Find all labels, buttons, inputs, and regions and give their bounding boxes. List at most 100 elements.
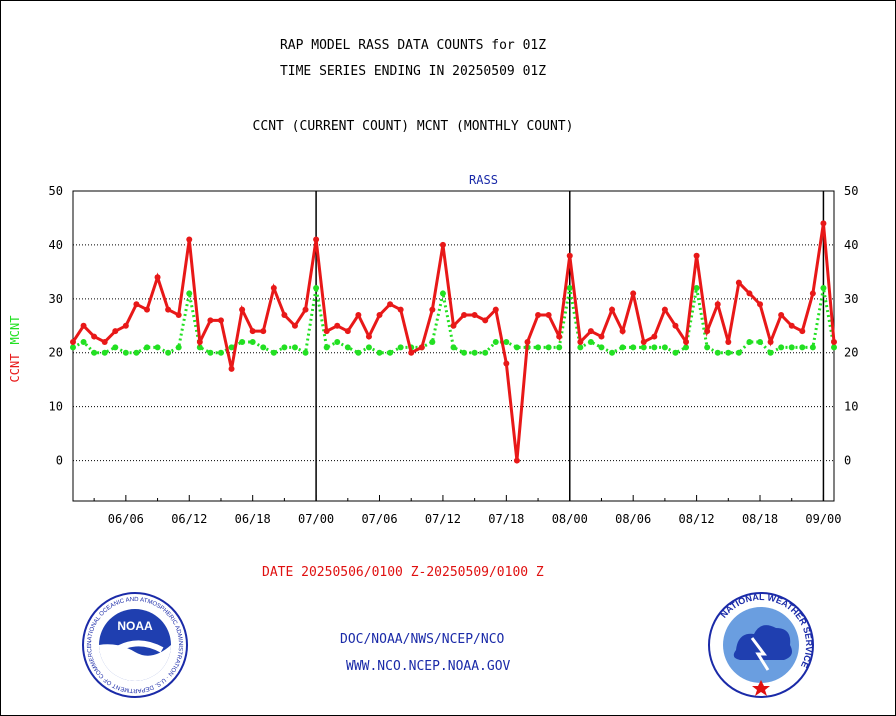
data-point-ccnt	[693, 252, 700, 259]
data-point-ccnt	[661, 306, 668, 313]
data-point-mcnt	[609, 349, 616, 356]
data-point-ccnt	[91, 333, 98, 340]
header-line-2: TIME SERIES ENDING IN 20250509 01Z	[279, 64, 547, 79]
data-point-ccnt	[524, 338, 531, 345]
data-point-mcnt	[313, 285, 320, 292]
data-point-mcnt	[598, 344, 605, 351]
data-point-ccnt	[70, 338, 76, 345]
data-point-mcnt	[587, 338, 594, 345]
data-point-mcnt	[503, 338, 510, 345]
nws-logo-icon: NATIONAL WEATHER SERVICE	[708, 592, 814, 698]
data-point-mcnt	[492, 338, 499, 345]
data-point-mcnt	[630, 344, 637, 351]
data-point-mcnt	[566, 285, 573, 292]
data-point-mcnt	[809, 344, 816, 351]
noaa-logo-icon: NOAA NATIONAL OCEANIC AND ATMOSPHERIC AD…	[82, 592, 188, 698]
y-tick-label-right: 20	[844, 346, 858, 360]
x-tick-label: 08/06	[615, 512, 651, 526]
data-point-ccnt	[788, 322, 795, 329]
data-point-ccnt	[175, 312, 182, 318]
data-point-ccnt	[799, 328, 806, 335]
data-point-ccnt	[757, 301, 764, 308]
data-point-ccnt	[207, 317, 214, 324]
data-point-mcnt	[725, 349, 732, 356]
footer-org: DOC/NOAA/NWS/NCEP/NCO	[340, 632, 505, 647]
data-point-mcnt	[260, 344, 267, 351]
data-point-mcnt	[217, 349, 224, 356]
data-point-ccnt	[101, 338, 108, 345]
y-tick-label-right: 0	[844, 454, 851, 468]
y-tick-label-left: 0	[56, 454, 63, 468]
data-point-ccnt	[313, 236, 320, 243]
data-point-mcnt	[619, 344, 626, 351]
data-point-ccnt	[704, 328, 711, 335]
data-point-ccnt	[196, 338, 203, 345]
data-point-mcnt	[778, 344, 785, 351]
data-point-mcnt	[651, 344, 658, 351]
data-point-ccnt	[228, 365, 235, 372]
data-point-mcnt	[196, 344, 203, 351]
data-point-ccnt	[492, 306, 499, 313]
data-point-mcnt	[207, 349, 214, 356]
data-point-mcnt	[450, 344, 457, 351]
data-point-ccnt	[165, 306, 172, 313]
data-point-mcnt	[80, 338, 87, 345]
data-point-ccnt	[397, 306, 404, 313]
data-point-ccnt	[640, 338, 647, 345]
data-point-ccnt	[133, 301, 140, 308]
y-tick-label-left: 30	[49, 292, 63, 306]
data-point-ccnt	[672, 322, 679, 329]
data-point-ccnt	[260, 328, 267, 335]
x-tick-label: 08/12	[679, 512, 715, 526]
data-point-ccnt	[545, 312, 552, 318]
data-point-ccnt	[503, 360, 510, 367]
data-point-ccnt	[217, 317, 224, 324]
data-point-mcnt	[831, 344, 837, 351]
data-point-ccnt	[651, 333, 658, 340]
data-point-ccnt	[154, 274, 161, 281]
y-tick-label-left: 20	[49, 346, 63, 360]
x-tick-label: 06/06	[108, 512, 144, 526]
data-point-mcnt	[143, 344, 150, 351]
data-point-ccnt	[630, 290, 637, 297]
data-point-mcnt	[175, 344, 182, 351]
data-point-mcnt	[788, 344, 795, 351]
data-point-ccnt	[112, 328, 119, 335]
data-point-ccnt	[587, 328, 594, 335]
data-point-ccnt	[122, 322, 129, 329]
x-tick-label: 07/18	[488, 512, 524, 526]
data-point-mcnt	[397, 344, 404, 351]
y-tick-label-right: 40	[844, 238, 858, 252]
data-point-mcnt	[239, 338, 246, 345]
data-point-mcnt	[661, 344, 668, 351]
chart-title: RASS	[469, 173, 498, 187]
data-point-mcnt	[757, 338, 764, 345]
data-point-ccnt	[683, 338, 690, 345]
y-tick-label-left: 10	[49, 400, 63, 414]
data-point-ccnt	[323, 328, 330, 335]
data-point-ccnt	[746, 290, 753, 297]
data-point-ccnt	[450, 322, 457, 329]
data-point-mcnt	[186, 290, 193, 297]
data-point-ccnt	[714, 301, 721, 308]
data-point-ccnt	[767, 338, 774, 345]
data-point-mcnt	[767, 349, 774, 356]
data-point-mcnt	[640, 344, 647, 351]
data-point-ccnt	[482, 317, 489, 324]
data-point-mcnt	[228, 344, 235, 351]
y-tick-label-left: 40	[49, 238, 63, 252]
x-tick-label: 07/12	[425, 512, 461, 526]
data-point-ccnt	[778, 312, 785, 318]
y-tick-label-left: 50	[49, 184, 63, 198]
data-point-mcnt	[122, 349, 129, 356]
data-point-mcnt	[70, 344, 76, 351]
y-tick-label-right: 30	[844, 292, 858, 306]
data-point-mcnt	[291, 344, 298, 351]
data-point-mcnt	[302, 349, 309, 356]
data-point-ccnt	[556, 333, 563, 340]
y-axis-label-mcnt: MCNT	[8, 316, 22, 345]
data-point-ccnt	[535, 312, 542, 318]
x-tick-label: 06/12	[171, 512, 207, 526]
data-point-ccnt	[365, 333, 372, 340]
data-point-mcnt	[704, 344, 711, 351]
